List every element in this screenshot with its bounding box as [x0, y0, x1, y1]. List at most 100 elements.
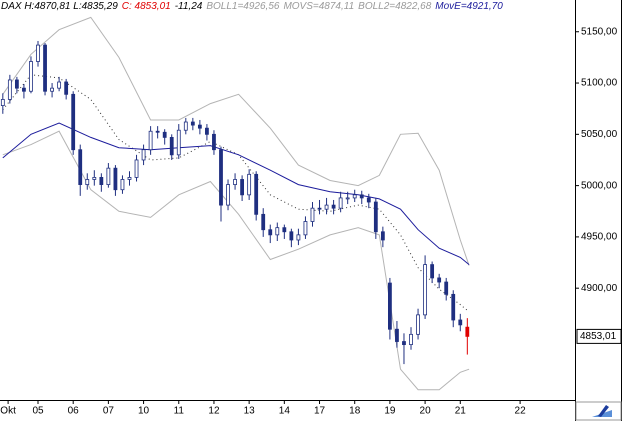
- candle-body: [0, 99, 5, 107]
- candle-body: [247, 173, 252, 196]
- candle-body: [205, 127, 209, 135]
- x-tick-label: 10: [138, 406, 150, 417]
- pen-icon[interactable]: [592, 405, 612, 417]
- indicator-line: [2, 130, 470, 391]
- x-tick-label: 11: [174, 406, 185, 417]
- candle-body: [57, 81, 62, 89]
- candle-body: [148, 130, 153, 151]
- x-tick-label: 20: [420, 406, 432, 417]
- candle-body: [303, 221, 308, 236]
- candle-body: [388, 282, 392, 330]
- candle-body: [113, 167, 118, 191]
- candle-body: [233, 179, 237, 185]
- candle-body: [282, 227, 287, 233]
- candle-body: [50, 87, 54, 92]
- header-item: -11,24: [175, 1, 203, 12]
- tool-box[interactable]: [575, 401, 622, 421]
- candle-body: [430, 264, 435, 279]
- candle-body: [380, 231, 385, 241]
- candle-body: [395, 328, 399, 342]
- candle-body: [64, 81, 69, 95]
- candle-body: [254, 173, 259, 215]
- candle-body: [458, 319, 463, 326]
- y-tick-label: 5100,00: [581, 78, 618, 89]
- y-tick-label: 5000,00: [581, 180, 618, 191]
- candle-body: [226, 184, 230, 206]
- candle-body: [331, 204, 336, 209]
- candle-body: [43, 44, 47, 92]
- candle-body: [155, 130, 160, 133]
- candle-body: [127, 177, 132, 180]
- candle-body: [78, 149, 83, 185]
- candle-body: [36, 44, 40, 62]
- candle-body: [134, 159, 139, 178]
- header-item: C: 4853,01: [122, 1, 171, 12]
- header-item: MOVS=4874,11: [283, 1, 354, 12]
- y-tick-label: 5050,00: [581, 129, 618, 140]
- x-tick-label: 06: [68, 406, 80, 417]
- candle-body: [317, 207, 322, 210]
- candle-body: [268, 229, 273, 236]
- header-item: BOLL1=4926,56: [206, 1, 280, 12]
- candle-body: [29, 61, 33, 92]
- y-tick-label: 4950,00: [581, 232, 618, 243]
- candle-body: [324, 204, 329, 210]
- candle-body: [416, 314, 420, 335]
- candle-body: [359, 194, 364, 199]
- header-item: MovE=4921,70: [435, 1, 503, 12]
- candle-body: [296, 234, 301, 241]
- candle-body: [275, 227, 280, 236]
- indicator-line: [2, 16, 470, 266]
- x-tick-label: 19: [384, 406, 396, 417]
- x-tick-label: 14: [279, 406, 291, 417]
- candle-body: [352, 194, 357, 199]
- candle-body: [437, 277, 442, 283]
- candle-body: [212, 133, 216, 151]
- candle-body: [141, 149, 146, 161]
- candle-body: [345, 197, 350, 200]
- last-price-label: 4853,01: [580, 331, 617, 342]
- last-price-box: [576, 328, 622, 344]
- x-tick-label: 17: [314, 406, 326, 417]
- indicator-line: [2, 122, 470, 265]
- candle-body: [22, 87, 26, 92]
- candle-body: [402, 341, 406, 346]
- x-tick-label: 07: [103, 406, 115, 417]
- x-tick-label: 21: [455, 406, 467, 417]
- pen-icon-pen: [598, 405, 609, 417]
- x-tick-label: 18: [349, 406, 361, 417]
- candle-body: [240, 179, 245, 196]
- candle-body: [465, 326, 470, 337]
- candle-body: [310, 207, 315, 222]
- candle-body: [219, 149, 223, 206]
- candle-body: [409, 333, 413, 346]
- candle-body: [373, 201, 378, 233]
- candle-body: [261, 213, 266, 231]
- candle-body: [14, 79, 19, 89]
- candle-body: [162, 131, 167, 138]
- x-tick-label: 13: [244, 406, 256, 417]
- candle-body: [120, 179, 125, 191]
- header-item: BOLL2=4822,68: [358, 1, 432, 12]
- candle-body: [451, 293, 456, 321]
- x-tick-label: Okt: [0, 406, 16, 417]
- candle-body: [338, 197, 343, 209]
- plot: [0, 16, 470, 391]
- y-tick-label: 5150,00: [581, 26, 618, 37]
- candle-body: [7, 79, 12, 100]
- candle-body: [85, 179, 90, 185]
- candle-body: [71, 93, 76, 151]
- x-tick-label: 12: [208, 406, 220, 417]
- candle-body: [197, 124, 202, 129]
- candle-body: [444, 281, 449, 295]
- candle-body: [99, 177, 104, 185]
- candle-body: [92, 177, 97, 180]
- candle-body: [176, 129, 181, 156]
- candle-body: [289, 231, 294, 241]
- x-tick-label: 05: [32, 406, 44, 417]
- x-tick-label: 22: [515, 406, 527, 417]
- candle-body: [190, 121, 195, 126]
- candle-body: [169, 137, 174, 156]
- indicator-line: [2, 74, 470, 313]
